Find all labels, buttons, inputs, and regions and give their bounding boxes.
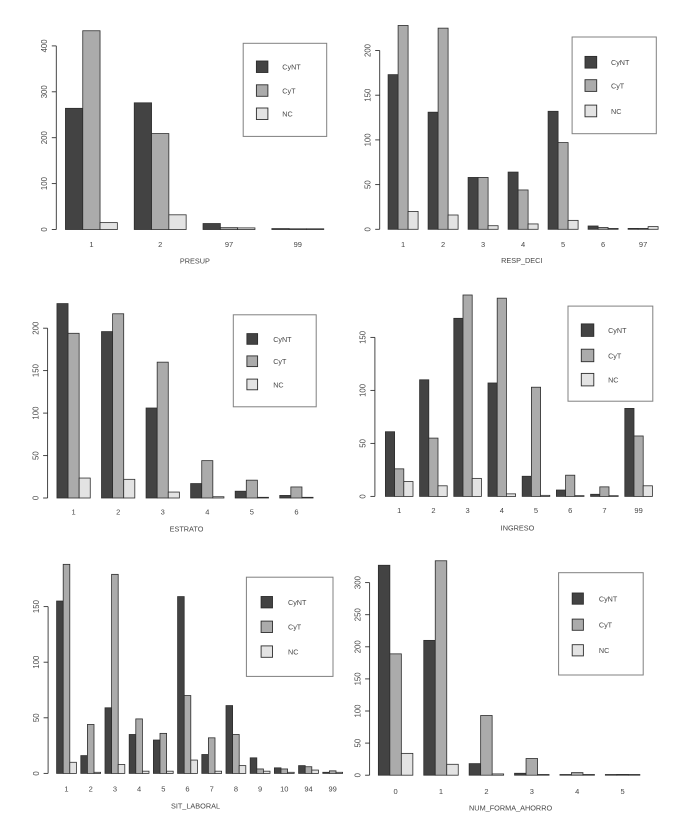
- svg-text:0: 0: [363, 226, 372, 231]
- svg-text:CyNT: CyNT: [288, 598, 307, 607]
- svg-text:250: 250: [353, 608, 362, 622]
- svg-text:6: 6: [568, 506, 572, 515]
- svg-text:0: 0: [31, 495, 40, 500]
- svg-text:200: 200: [363, 43, 372, 57]
- svg-text:0: 0: [32, 771, 41, 776]
- svg-text:100: 100: [353, 704, 362, 718]
- svg-text:0: 0: [40, 227, 49, 232]
- svg-text:200: 200: [40, 131, 49, 145]
- svg-text:97: 97: [639, 240, 647, 249]
- svg-text:NC: NC: [282, 110, 292, 119]
- svg-text:0: 0: [353, 772, 362, 777]
- svg-text:4: 4: [137, 784, 141, 793]
- svg-text:50: 50: [353, 738, 362, 747]
- svg-text:3: 3: [481, 240, 485, 249]
- svg-text:CyT: CyT: [608, 351, 622, 360]
- svg-text:3: 3: [113, 784, 117, 793]
- svg-text:1: 1: [72, 508, 76, 517]
- svg-text:0: 0: [394, 787, 398, 796]
- svg-text:99: 99: [329, 784, 337, 793]
- svg-text:100: 100: [32, 655, 41, 669]
- svg-text:CyT: CyT: [599, 621, 613, 630]
- svg-text:94: 94: [304, 784, 312, 793]
- svg-text:5: 5: [250, 508, 254, 517]
- svg-text:3: 3: [161, 508, 165, 517]
- svg-text:6: 6: [294, 508, 298, 517]
- svg-text:150: 150: [353, 672, 362, 686]
- svg-text:4: 4: [521, 240, 525, 249]
- svg-text:7: 7: [210, 784, 214, 793]
- svg-text:100: 100: [359, 383, 368, 397]
- svg-text:50: 50: [32, 713, 41, 722]
- svg-text:NC: NC: [288, 648, 298, 657]
- svg-text:97: 97: [225, 240, 233, 249]
- svg-text:4: 4: [500, 506, 504, 515]
- svg-text:100: 100: [31, 406, 40, 420]
- svg-text:CyNT: CyNT: [608, 326, 627, 335]
- svg-text:300: 300: [40, 85, 49, 99]
- svg-text:1: 1: [64, 784, 68, 793]
- svg-text:NC: NC: [611, 107, 621, 116]
- svg-text:200: 200: [353, 640, 362, 654]
- svg-text:2: 2: [158, 240, 162, 249]
- svg-text:CyT: CyT: [288, 623, 302, 632]
- svg-text:CyNT: CyNT: [599, 595, 618, 604]
- svg-text:0: 0: [359, 494, 368, 499]
- svg-text:150: 150: [31, 363, 40, 377]
- svg-text:CyNT: CyNT: [611, 58, 630, 67]
- svg-text:NC: NC: [599, 646, 609, 655]
- svg-text:5: 5: [534, 506, 538, 515]
- svg-text:2: 2: [484, 787, 488, 796]
- svg-text:6: 6: [601, 240, 605, 249]
- svg-text:150: 150: [363, 88, 372, 102]
- svg-text:4: 4: [205, 508, 209, 517]
- svg-text:INGRESO: INGRESO: [501, 523, 535, 532]
- svg-text:CyNT: CyNT: [282, 63, 301, 72]
- svg-text:400: 400: [40, 39, 49, 53]
- svg-text:5: 5: [621, 787, 625, 796]
- svg-text:CyT: CyT: [611, 81, 625, 90]
- svg-text:SIT_LABORAL: SIT_LABORAL: [171, 801, 220, 810]
- svg-text:50: 50: [363, 180, 372, 189]
- svg-text:NC: NC: [608, 376, 618, 385]
- svg-text:150: 150: [32, 599, 41, 613]
- svg-text:NUM_FORMA_AHORRO: NUM_FORMA_AHORRO: [469, 803, 552, 812]
- svg-text:300: 300: [353, 575, 362, 589]
- svg-text:7: 7: [602, 506, 606, 515]
- svg-text:NC: NC: [273, 380, 283, 389]
- svg-text:1: 1: [401, 240, 405, 249]
- svg-text:200: 200: [31, 321, 40, 335]
- svg-text:1: 1: [397, 506, 401, 515]
- svg-text:CyNT: CyNT: [273, 335, 292, 344]
- svg-text:2: 2: [441, 240, 445, 249]
- svg-text:5: 5: [161, 784, 165, 793]
- svg-text:2: 2: [89, 784, 93, 793]
- svg-text:5: 5: [561, 240, 565, 249]
- svg-text:9: 9: [258, 784, 262, 793]
- svg-text:99: 99: [294, 240, 302, 249]
- svg-text:CyT: CyT: [273, 357, 287, 366]
- svg-text:ESTRATO: ESTRATO: [170, 524, 204, 533]
- svg-text:3: 3: [466, 506, 470, 515]
- svg-text:2: 2: [431, 506, 435, 515]
- svg-text:2: 2: [116, 508, 120, 517]
- svg-text:PRESUP: PRESUP: [180, 256, 210, 265]
- svg-text:3: 3: [530, 787, 534, 796]
- svg-text:10: 10: [280, 784, 288, 793]
- svg-text:1: 1: [439, 787, 443, 796]
- svg-text:1: 1: [89, 240, 93, 249]
- svg-text:50: 50: [359, 438, 368, 447]
- svg-text:CyT: CyT: [282, 86, 296, 95]
- svg-text:4: 4: [575, 787, 579, 796]
- svg-text:100: 100: [40, 176, 49, 190]
- svg-text:6: 6: [185, 784, 189, 793]
- svg-text:RESP_DECI: RESP_DECI: [501, 256, 542, 265]
- svg-text:50: 50: [31, 451, 40, 460]
- svg-text:8: 8: [234, 784, 238, 793]
- svg-text:150: 150: [359, 330, 368, 344]
- svg-text:100: 100: [363, 133, 372, 147]
- svg-text:99: 99: [634, 506, 642, 515]
